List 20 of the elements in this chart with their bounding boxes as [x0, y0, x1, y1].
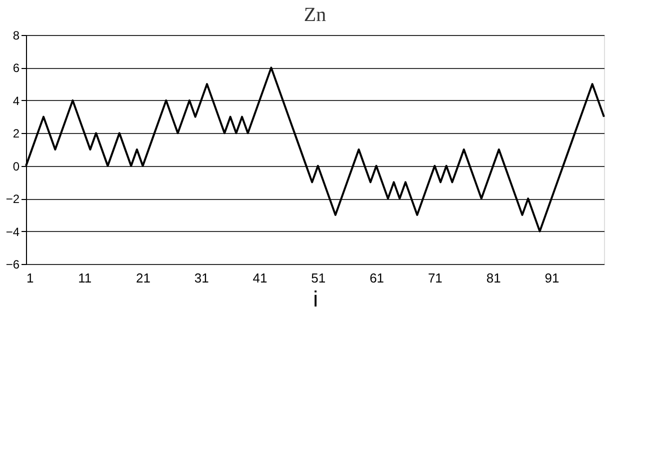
- y-tick-label: 2: [12, 126, 20, 141]
- x-tick-label: 11: [78, 270, 92, 286]
- y-tick-label: 0: [12, 159, 20, 174]
- x-tick-label: 61: [370, 270, 384, 286]
- x-tick-label: 71: [428, 270, 442, 286]
- x-tick-label: 21: [136, 270, 150, 286]
- x-tick-label: 41: [252, 270, 268, 286]
- x-axis-title: i: [313, 286, 318, 312]
- x-tick-label: 91: [544, 270, 560, 286]
- x-tick-label: 81: [486, 270, 501, 286]
- y-tick-label: 8: [12, 28, 20, 42]
- x-tick-label: 31: [194, 270, 209, 286]
- chart-title: Zn: [304, 4, 326, 26]
- x-tick-label: 51: [311, 270, 326, 286]
- y-tick-label: −6: [6, 258, 20, 272]
- y-tick-label: −4: [6, 224, 20, 239]
- y-tick-label: −2: [6, 192, 20, 206]
- y-tick-label: 6: [12, 61, 20, 76]
- y-tick-label: 4: [12, 94, 20, 108]
- x-tick-label: 1: [26, 270, 34, 286]
